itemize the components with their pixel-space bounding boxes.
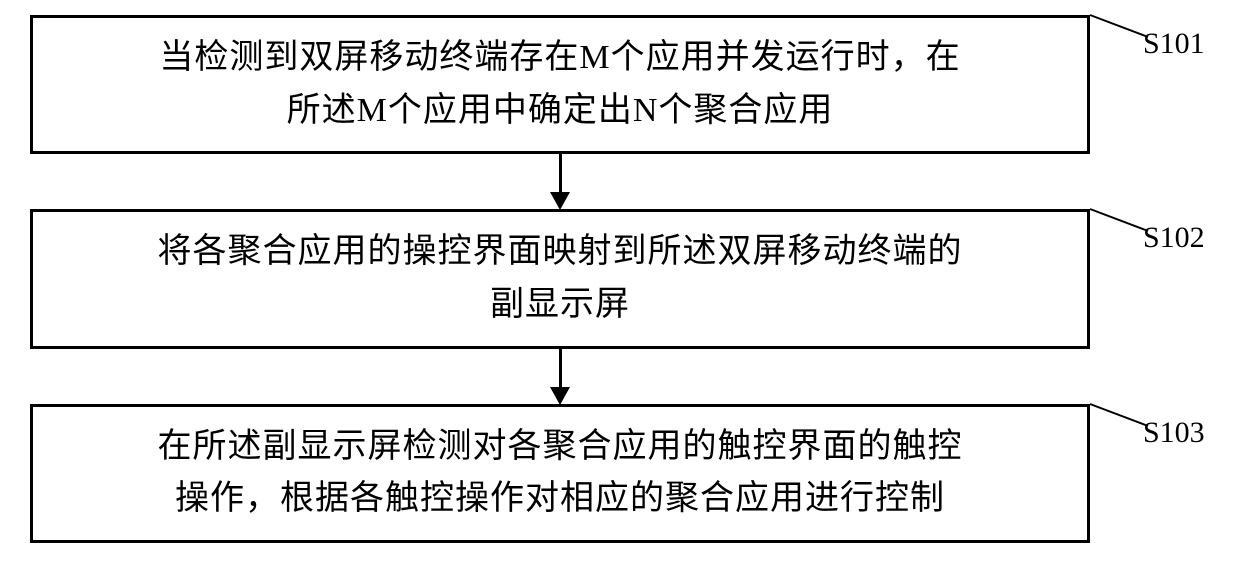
- step-text-line: 将各聚合应用的操控界面映射到所述双屏移动终端的: [53, 226, 1067, 279]
- step-text-line: 副显示屏: [53, 279, 1067, 332]
- step-label-s101: S101: [1143, 27, 1205, 61]
- arrow-shaft: [559, 154, 562, 194]
- flow-step: 当检测到双屏移动终端存在M个应用并发运行时，在 所述M个应用中确定出N个聚合应用…: [30, 15, 1210, 154]
- arrow-head-icon: [550, 387, 570, 405]
- flow-arrow: [30, 154, 1090, 209]
- step-box-s101: 当检测到双屏移动终端存在M个应用并发运行时，在 所述M个应用中确定出N个聚合应用: [30, 15, 1090, 154]
- arrow-shaft: [559, 349, 562, 389]
- step-label-s103: S103: [1143, 416, 1205, 450]
- step-text-line: 所述M个应用中确定出N个聚合应用: [53, 85, 1067, 138]
- step-label-s102: S102: [1143, 221, 1205, 255]
- flow-step: 将各聚合应用的操控界面映射到所述双屏移动终端的 副显示屏 S102: [30, 209, 1210, 348]
- step-text-line: 当检测到双屏移动终端存在M个应用并发运行时，在: [53, 32, 1067, 85]
- step-box-s102: 将各聚合应用的操控界面映射到所述双屏移动终端的 副显示屏: [30, 209, 1090, 348]
- step-text-line: 在所述副显示屏检测对各聚合应用的触控界面的触控: [53, 421, 1067, 474]
- step-text-line: 操作，根据各触控操作对相应的聚合应用进行控制: [53, 473, 1067, 526]
- step-box-s103: 在所述副显示屏检测对各聚合应用的触控界面的触控 操作，根据各触控操作对相应的聚合…: [30, 404, 1090, 543]
- arrow-head-icon: [550, 192, 570, 210]
- flowchart-container: 当检测到双屏移动终端存在M个应用并发运行时，在 所述M个应用中确定出N个聚合应用…: [30, 15, 1210, 543]
- flow-step: 在所述副显示屏检测对各聚合应用的触控界面的触控 操作，根据各触控操作对相应的聚合…: [30, 404, 1210, 543]
- flow-arrow: [30, 349, 1090, 404]
